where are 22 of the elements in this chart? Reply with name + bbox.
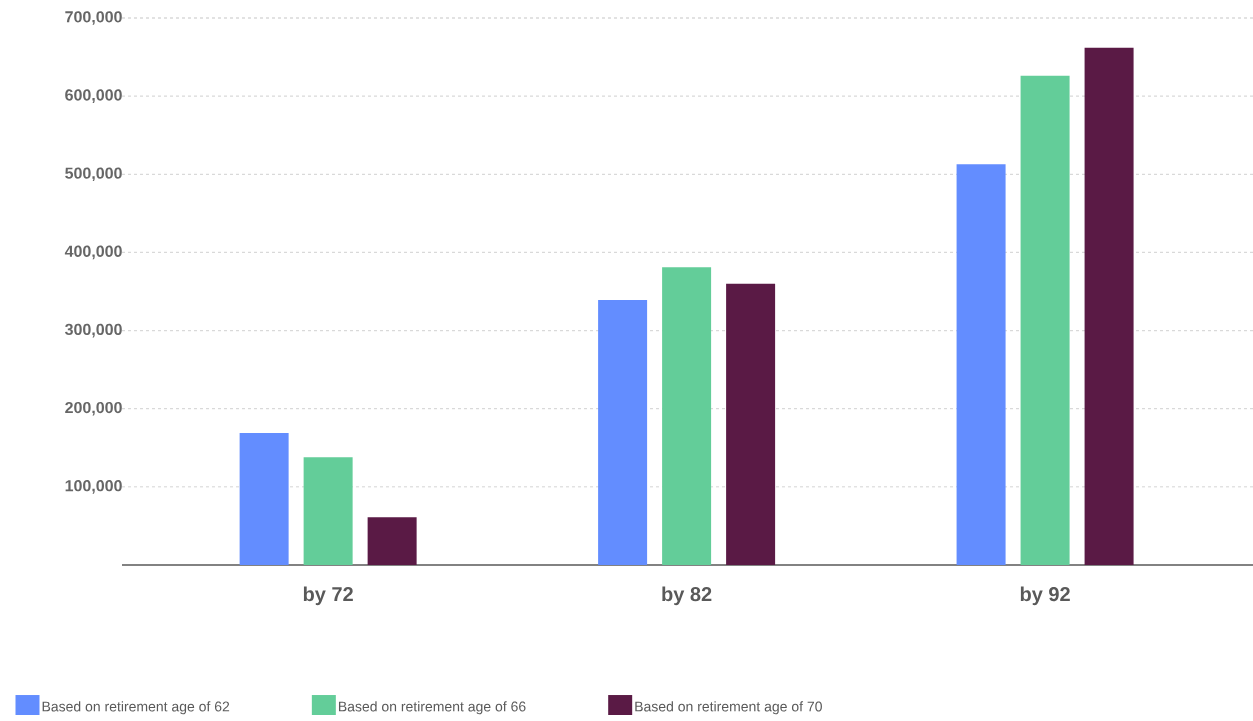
bar [1020,75,1070,565]
y-tick-label: 200,000 [65,401,122,416]
bar [239,432,289,565]
bar [726,283,776,565]
bar [598,300,648,565]
legend-label: Based on retirement age of 66 [338,701,526,715]
y-tick-label: 400,000 [64,245,122,260]
y-tick-label: 100,000 [65,480,122,494]
bar [956,164,1006,565]
x-tick-label: by 92 [1020,586,1070,606]
y-tick-label: 700,000 [65,11,122,25]
legend-label: Based on retirement age of 62 [42,701,230,715]
bar [303,457,353,565]
y-tick-label: 300,000 [64,323,122,338]
legend-label: Based on retirement age of 70 [635,701,822,715]
x-tick-label: by 72 [303,586,353,606]
y-tick-label: 500,000 [65,167,122,182]
bar [662,267,712,565]
x-tick-label: by 82 [662,586,712,606]
bar [1084,47,1134,565]
bar [367,517,417,565]
y-tick-label: 600,000 [65,89,122,103]
